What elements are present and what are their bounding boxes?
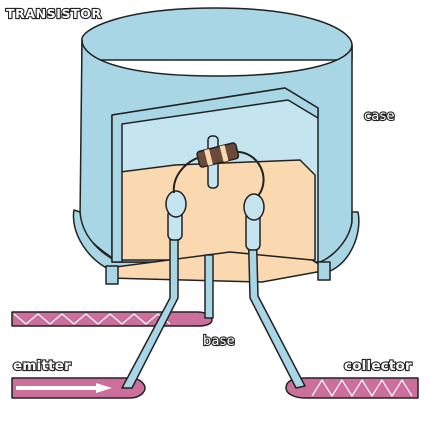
emitter-lead-strip (11, 311, 213, 327)
case-label: case (363, 108, 396, 125)
semiconductor-die (196, 142, 240, 168)
emitter-bond-pad (165, 190, 187, 218)
base-lead-wire (204, 254, 214, 319)
emitter-arrow (16, 383, 112, 393)
diagram-title: TRANSISTOR (5, 5, 102, 22)
collector-bond-wire (233, 150, 265, 197)
base-label: base (202, 333, 236, 350)
case-inner-rim (111, 87, 319, 263)
case-top (81, 7, 353, 61)
collector-bond-pad (243, 193, 265, 221)
emitter-label: emitter (12, 357, 72, 375)
collector-label: collector (343, 357, 413, 375)
collector-pad (285, 377, 419, 399)
